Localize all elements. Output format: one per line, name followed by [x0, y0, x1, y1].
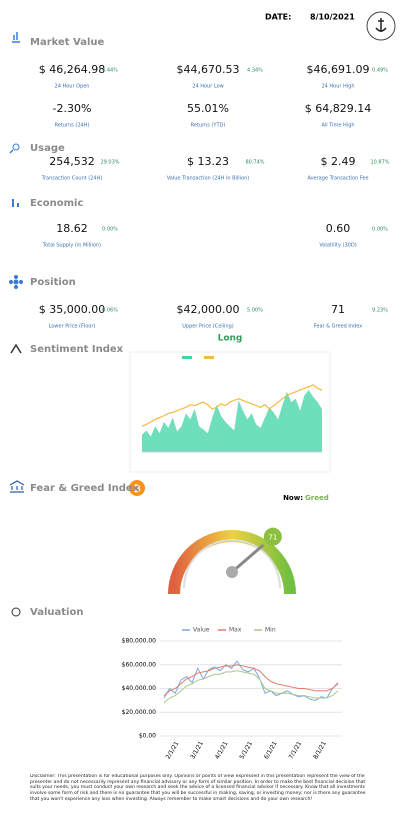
metric-label: Value Transaction (24H in Billion) — [167, 176, 250, 182]
section-title: Position — [30, 277, 76, 288]
metric-label: 24 Hour High — [321, 84, 354, 90]
metric-change: 4.34% — [247, 68, 263, 74]
metric-value: $ 2.49 — [321, 155, 356, 168]
metric-change: 29.03% — [100, 160, 119, 166]
line — [141, 384, 323, 427]
metric-change: 9.23% — [372, 308, 388, 314]
metric-change: 0.00% — [372, 227, 388, 233]
gauge-arc — [168, 530, 296, 595]
x-tick-label: 2/1/21 — [165, 740, 181, 760]
legend-label: Min — [265, 627, 276, 634]
y-tick-label: $40,000.00 — [122, 685, 157, 692]
y-tick-label: $20,000.00 — [122, 709, 157, 716]
metric-value: $46,691.09 — [307, 63, 370, 76]
metric-value: 71 — [331, 303, 345, 316]
x-tick-label: 4/1/21 — [214, 740, 230, 760]
date-label: DATE: — [265, 13, 291, 22]
metric-value: $ 46,264.98 — [39, 63, 105, 76]
legend-swatch — [204, 356, 214, 359]
legend-label: Value — [193, 627, 210, 634]
metric-label: 24 Hour Low — [192, 84, 223, 90]
x-tick-label: 8/1/21 — [312, 740, 328, 760]
disclaimer-box: Disclaimer: This presentation is for edu… — [30, 774, 366, 802]
line — [163, 664, 339, 697]
metric-label: Returns (24H) — [55, 123, 90, 129]
bitcoin-icon: ₿ — [129, 480, 145, 496]
metric-value: $44,670.53 — [177, 63, 240, 76]
legend-label: Max — [229, 627, 242, 634]
gauge-needle — [230, 544, 264, 574]
y-tick-label: $0.00 — [139, 733, 156, 740]
metric-change: 6.06% — [102, 308, 118, 314]
metric-label: Average Transaction Fee — [307, 176, 368, 182]
x-tick-label: 3/1/21 — [189, 740, 205, 760]
metric-label: Returns (YTD) — [191, 123, 226, 129]
area — [142, 390, 322, 452]
date: 8/10/2021 — [310, 13, 355, 22]
metric-label: Total Supply (in Million) — [42, 243, 101, 249]
metric-value: 18.62 — [56, 222, 88, 235]
metric-label: Transaction Count (24H) — [41, 176, 103, 182]
x-tick-label: 6/1/21 — [263, 740, 279, 760]
metric-value: $42,000.00 — [177, 303, 240, 316]
metric-value: $ 35,000.00 — [39, 303, 105, 316]
metric-label: All Time High — [321, 123, 354, 129]
metric-change: 4.44% — [102, 68, 118, 74]
line — [163, 670, 339, 704]
logo — [366, 11, 396, 41]
gauge-inner — [183, 539, 281, 589]
metric-change: 0.00% — [102, 227, 118, 233]
now-value: Greed — [305, 494, 329, 502]
metric-label: 24 Hour Open — [55, 84, 90, 90]
metric-label: Lower Price (Floor) — [49, 324, 96, 330]
metric-label: Upper Price (Ceiling) — [182, 324, 234, 330]
metric-value: $ 64,829.14 — [305, 102, 371, 115]
metric-label: Volatility (30D) — [319, 243, 356, 249]
metric-change: 5.00% — [247, 308, 263, 314]
gauge-value: 71 — [268, 534, 277, 542]
section-title: Sentiment Index — [30, 344, 124, 355]
y-tick-label: $80,000.00 — [122, 638, 157, 645]
svg-text:₿: ₿ — [133, 484, 140, 495]
now-label: Now: — [283, 494, 303, 502]
metric-change: 80.74% — [245, 160, 264, 166]
metric-change: 10.87% — [370, 160, 389, 166]
section-title: Usage — [30, 143, 65, 154]
y-tick-label: $60,000.00 — [122, 661, 157, 668]
section-title: Fear & Greed Index — [30, 483, 140, 494]
gauge-hub — [226, 566, 238, 578]
section-title: Economic — [30, 198, 83, 209]
metric-value: 254,532 — [49, 155, 95, 168]
line — [163, 660, 339, 701]
gauge-badge — [263, 527, 282, 546]
metric-value: 55.01% — [187, 102, 229, 115]
section-icons — [9, 32, 25, 617]
x-tick-label: 5/1/21 — [238, 740, 254, 760]
disclaimer: Disclaimer: This presentation is for edu… — [30, 774, 366, 802]
metric-value: -2.30% — [53, 102, 92, 115]
signal: Long — [218, 334, 243, 344]
x-tick-label: 7/1/21 — [288, 740, 304, 760]
legend-swatch — [182, 356, 192, 359]
section-title: Valuation — [30, 607, 83, 618]
metric-label: Fear & Greed Index — [314, 324, 362, 330]
metric-change: 0.49% — [372, 68, 388, 74]
metric-value: $ 13.23 — [187, 155, 229, 168]
section-title: Market Value — [30, 37, 105, 48]
metric-value: 0.60 — [326, 222, 351, 235]
